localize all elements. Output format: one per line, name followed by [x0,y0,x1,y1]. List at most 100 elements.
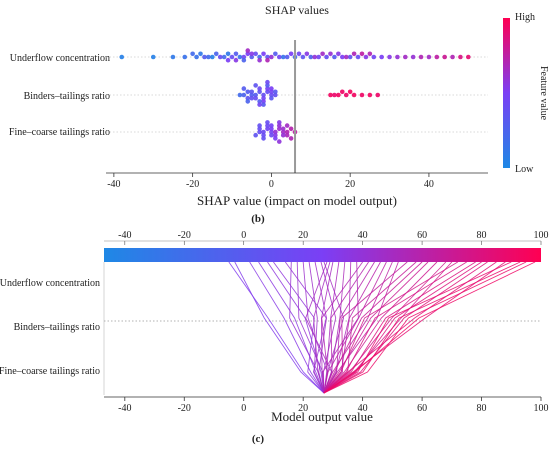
shap-point [257,57,262,63]
top-tick-label: 80 [477,230,487,241]
shap-point [363,54,369,60]
decision-path [323,261,476,394]
panel-b-points [119,48,471,144]
shap-point [257,123,262,128]
panel-b: SHAP values Underflow concentration Bind… [9,3,549,225]
panel-c-x-ticks: -40 -20 0 20 40 60 80 100 [118,397,549,414]
shap-point [257,102,262,107]
shap-point [442,54,447,60]
shap-point [241,57,247,63]
shap-point [351,92,357,98]
decision-path [323,261,399,394]
shap-point [217,54,223,60]
shap-point [332,92,337,98]
decision-path [313,261,331,394]
shap-point [229,54,235,60]
colorbar-title: Feature value [538,66,549,121]
shap-point [280,54,286,60]
shap-point [343,54,349,60]
shap-point [253,83,258,88]
shap-point [253,95,258,101]
shap-point [273,136,278,141]
shap-point [273,89,278,95]
shap-point [387,54,392,60]
decision-path [323,261,458,394]
shap-point [450,54,455,60]
shap-point [308,54,314,60]
feature-label-fine-coarse: Fine–coarse tailings ratio [9,127,110,138]
shap-point [367,51,373,57]
shap-point [273,132,278,138]
shap-point [410,54,416,60]
panel-b-label: (b) [251,213,265,225]
shap-point [265,57,270,63]
shap-point [245,51,251,57]
shap-point [324,54,329,60]
shap-point [269,86,274,91]
shap-point [339,54,345,60]
shap-point [249,95,255,101]
shap-point [300,54,306,60]
shap-point [198,51,203,57]
shap-point [257,54,262,60]
shap-point [182,54,188,60]
shap-point [265,83,270,88]
colorbar-high-label: High [515,12,535,23]
shap-point [343,92,349,98]
shap-point [237,92,243,98]
feature-label-binders: Binders–tailings ratio [24,91,110,102]
panel-b-title: SHAP values [265,3,329,17]
shap-point [202,54,207,60]
shap-point [312,54,318,60]
shap-point [150,54,156,60]
shap-point [237,54,243,60]
shap-point [261,102,266,107]
shap-point [288,136,294,141]
top-tick-label: 40 [358,230,368,241]
shap-point [245,95,251,101]
decision-label-underflow: Underflow concentration [0,278,100,289]
decision-path [323,261,512,394]
shap-point [269,126,274,132]
decision-label-fine-coarse: Fine–coarse tailings ratio [0,366,100,377]
shap-point [276,123,282,128]
decision-label-binders: Binders–tailings ratio [14,322,100,333]
x-tick-label: 20 [345,179,355,190]
shap-point [379,54,384,60]
shap-point [265,123,270,128]
top-tick-label: -40 [118,230,131,241]
shap-point [261,99,266,104]
shap-point [336,92,341,98]
shap-point [257,89,262,95]
shap-point [210,54,215,60]
shap-point [276,120,282,125]
shap-point [253,132,258,138]
x-tick-label: 100 [534,403,549,414]
shap-point [355,54,361,60]
shap-point [320,51,325,57]
decision-path [323,261,521,394]
decision-path [323,261,536,394]
shap-point [269,95,274,101]
panel-c-xlabel: Model output value [271,409,373,424]
shap-point [336,51,341,57]
shap-point [284,132,290,138]
shap-point [273,92,278,98]
feature-label-underflow: Underflow concentration [10,53,110,64]
shap-point [249,89,255,95]
decision-path [323,261,506,394]
shap-point [284,54,290,60]
x-tick-label: 40 [424,179,434,190]
shap-point [269,89,274,95]
shap-point [375,92,381,98]
shap-point [245,48,251,53]
top-tick-label: 0 [241,230,246,241]
decision-path [284,261,327,394]
shap-point [190,51,195,57]
shap-point [269,123,274,128]
shap-point [359,92,365,98]
shap-point [280,126,286,132]
decision-path [323,261,488,394]
shap-point [280,129,286,135]
shap-point [458,54,463,60]
